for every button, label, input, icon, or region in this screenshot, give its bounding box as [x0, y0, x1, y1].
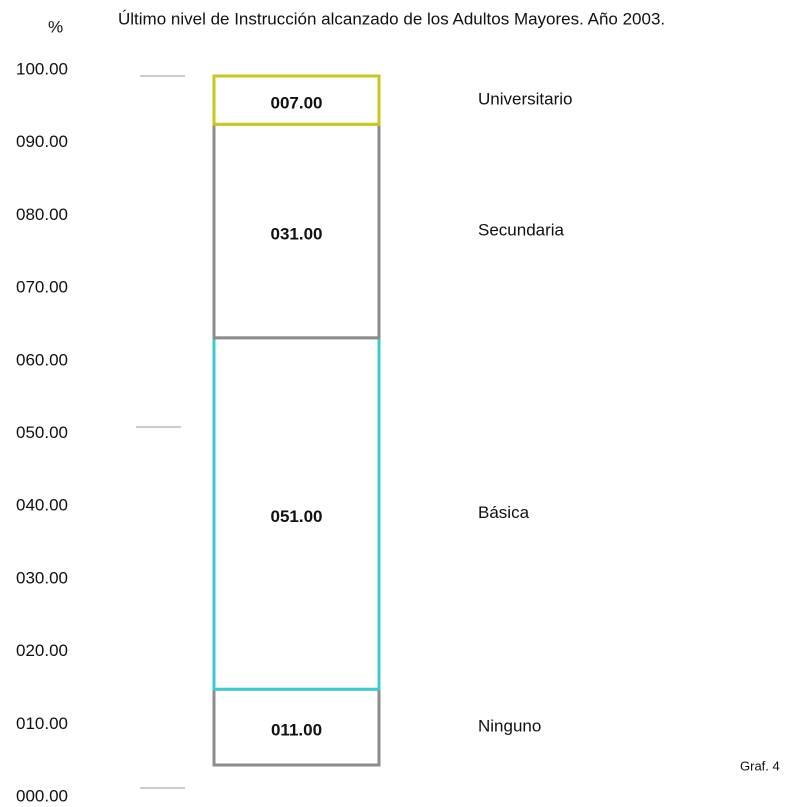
y-tick-label: 010.00 — [16, 714, 68, 733]
bar-segment — [212, 74, 381, 126]
bar-segment — [212, 687, 381, 767]
y-axis-label: % — [48, 17, 63, 36]
y-tick-label: 000.00 — [16, 786, 68, 805]
annotation: Graf. 4 — [740, 758, 780, 773]
y-tick-label: 070.00 — [16, 278, 68, 297]
legend-label: Básica — [478, 503, 530, 522]
y-tick-label: 100.00 — [16, 59, 68, 78]
bar-segment — [212, 122, 381, 340]
legend-label: Ninguno — [478, 717, 541, 736]
data-label: 007.00 — [271, 94, 323, 113]
chart-title: Último nivel de Instrucción alcanzado de… — [118, 9, 665, 28]
data-label: 051.00 — [271, 507, 323, 526]
y-tick-label: 030.00 — [16, 568, 68, 587]
y-tick-label: 020.00 — [16, 641, 68, 660]
y-tick-label: 080.00 — [16, 205, 68, 224]
legend-label: Secundaria — [478, 221, 565, 240]
y-tick-label: 060.00 — [16, 350, 68, 369]
y-tick-label: 040.00 — [16, 496, 68, 515]
data-label: 031.00 — [271, 225, 323, 244]
y-tick-label: 050.00 — [16, 423, 68, 442]
y-tick-label: 090.00 — [16, 132, 68, 151]
data-label: 011.00 — [271, 721, 322, 740]
legend-label: Universitario — [478, 90, 572, 109]
